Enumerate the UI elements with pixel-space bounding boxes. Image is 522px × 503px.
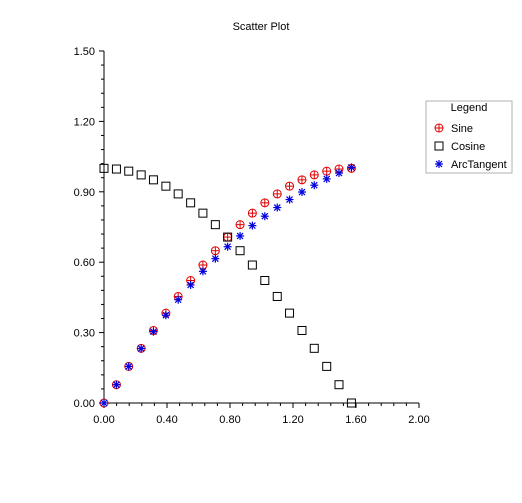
y-tick-label: 0.60 bbox=[74, 257, 95, 269]
data-point bbox=[99, 163, 109, 173]
x-tick-label: 0.00 bbox=[93, 414, 114, 426]
data-point bbox=[198, 208, 208, 218]
data-point bbox=[223, 232, 233, 242]
x-tick-label: 1.60 bbox=[345, 414, 366, 426]
x-tick-label: 0.40 bbox=[156, 414, 177, 426]
data-point bbox=[322, 166, 332, 176]
data-point bbox=[347, 163, 356, 172]
y-tick-label: 0.90 bbox=[74, 187, 95, 199]
legend-marker bbox=[434, 123, 444, 133]
data-point bbox=[248, 221, 257, 230]
data-point bbox=[309, 170, 319, 180]
data-point bbox=[285, 195, 294, 204]
data-point bbox=[161, 311, 170, 320]
data-point bbox=[173, 189, 183, 199]
x-tick-label: 0.80 bbox=[219, 414, 240, 426]
legend-label: Cosine bbox=[451, 141, 485, 153]
series-layer bbox=[99, 163, 356, 408]
data-point bbox=[235, 220, 245, 230]
data-point bbox=[310, 181, 319, 190]
data-point bbox=[235, 246, 245, 256]
data-point bbox=[112, 380, 121, 389]
data-point bbox=[161, 181, 171, 191]
data-point bbox=[111, 164, 121, 174]
data-point bbox=[186, 280, 195, 289]
data-point bbox=[186, 198, 196, 208]
data-point bbox=[322, 361, 332, 371]
data-point bbox=[210, 246, 220, 256]
legend-item-sine: Sine bbox=[434, 123, 473, 135]
data-point bbox=[334, 169, 343, 178]
x-tick-label: 2.00 bbox=[408, 414, 429, 426]
data-point bbox=[272, 189, 282, 199]
legend: Legend Sine Cosine ArcTangent bbox=[425, 100, 513, 174]
data-point bbox=[309, 343, 319, 353]
data-point bbox=[322, 174, 331, 183]
data-point bbox=[297, 325, 307, 335]
series-sine bbox=[99, 163, 356, 408]
data-point bbox=[136, 170, 146, 180]
legend-box bbox=[425, 100, 513, 174]
data-point bbox=[198, 267, 207, 276]
data-point bbox=[273, 203, 282, 212]
data-point bbox=[100, 399, 108, 407]
data-point bbox=[236, 231, 245, 240]
legend-item-cosine: Cosine bbox=[434, 141, 485, 153]
data-point bbox=[137, 344, 146, 353]
data-point bbox=[211, 254, 220, 263]
legend-title: Legend bbox=[451, 102, 488, 114]
legend-label: ArcTangent bbox=[451, 159, 507, 171]
data-point bbox=[346, 398, 356, 408]
data-point bbox=[297, 188, 306, 197]
data-point bbox=[174, 295, 183, 304]
data-point bbox=[260, 276, 270, 286]
data-point bbox=[334, 380, 344, 390]
y-tick-label: 0.00 bbox=[74, 398, 95, 410]
axes: 0.00 0.30 0.60 0.90 1.20 1.50 0.00 0.40 0.80 1.20… bbox=[74, 46, 430, 426]
data-point bbox=[148, 175, 158, 185]
y-tick-label: 0.30 bbox=[74, 328, 95, 340]
legend-marker bbox=[435, 160, 443, 168]
legend-marker bbox=[434, 141, 444, 151]
series-arctangent bbox=[100, 163, 356, 407]
data-point bbox=[285, 308, 295, 318]
y-tick-label: 1.20 bbox=[74, 116, 95, 128]
data-point bbox=[149, 327, 158, 336]
data-point bbox=[247, 260, 257, 270]
data-point bbox=[124, 362, 133, 371]
data-point bbox=[297, 175, 307, 185]
data-point bbox=[260, 198, 270, 208]
data-point bbox=[272, 291, 282, 301]
legend-label: Sine bbox=[451, 123, 473, 135]
data-point bbox=[247, 208, 257, 218]
data-point bbox=[260, 212, 269, 221]
data-point bbox=[210, 220, 220, 230]
data-point bbox=[223, 232, 233, 242]
legend-item-arctangent: ArcTangent bbox=[435, 159, 507, 171]
y-tick-label: 1.50 bbox=[74, 46, 95, 58]
data-point bbox=[223, 242, 232, 251]
data-point bbox=[285, 181, 295, 191]
chart-title: Scatter Plot bbox=[233, 21, 290, 33]
data-point bbox=[124, 166, 134, 176]
series-cosine bbox=[99, 163, 356, 408]
x-tick-label: 1.20 bbox=[282, 414, 303, 426]
